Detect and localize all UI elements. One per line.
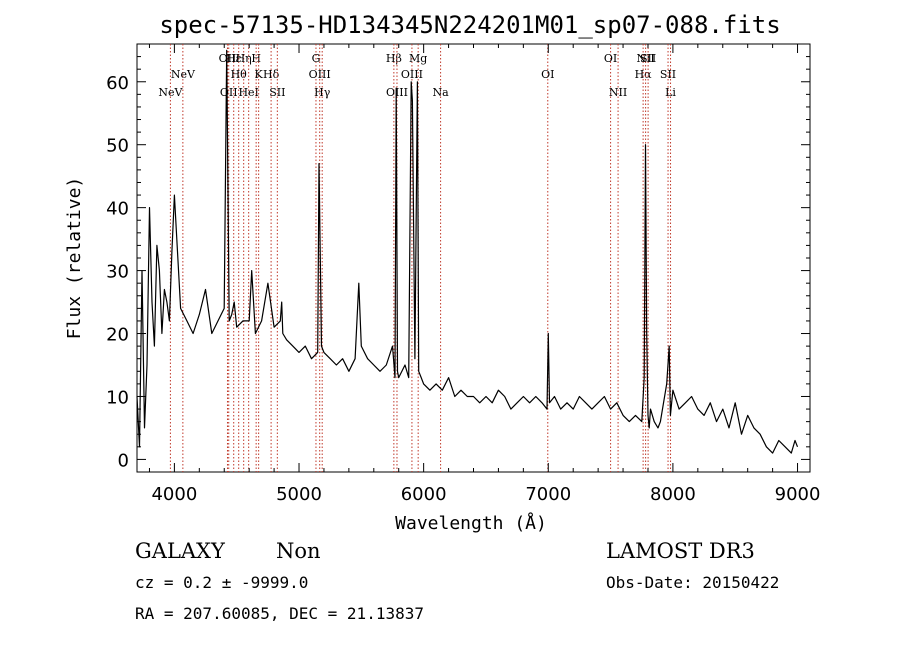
annotation-label: OII	[220, 86, 238, 99]
annotation-label: Na	[433, 86, 450, 99]
annotation-label: Hβ	[386, 52, 402, 65]
annotation-label: NII	[636, 52, 654, 65]
annotation-label: HeI	[238, 86, 258, 99]
coords-line: RA = 207.60085, DEC = 21.13837	[135, 604, 424, 623]
x-tick-label: 7000	[525, 484, 571, 505]
annotation-label: OI	[604, 52, 617, 65]
y-tick-label: 40	[106, 199, 129, 220]
y-axis: 0 10 20 30 40 50 60	[106, 56, 810, 471]
annotation-label: Hε	[226, 52, 242, 65]
annotation-label: NeV	[158, 86, 183, 99]
chart-title: spec-57135-HD134345N224201M01_sp07-088.f…	[159, 11, 780, 39]
annotation-label: SII	[640, 52, 656, 65]
y-tick-label: 10	[106, 387, 129, 408]
annotation-label: NII	[609, 86, 627, 99]
y-tick-label: 30	[106, 262, 129, 283]
annotation-label: OIII	[309, 68, 331, 81]
annotation-label: OII	[219, 52, 237, 65]
y-tick-label: 50	[106, 136, 129, 157]
annotation-label: G	[312, 52, 321, 65]
obs-date-line: Obs-Date: 20150422	[606, 573, 779, 592]
x-tick-label: 6000	[401, 484, 447, 505]
spectrum-line	[136, 49, 799, 454]
x-tick-label: 5000	[276, 484, 322, 505]
y-tick-label: 0	[118, 450, 129, 471]
annotation-label: Mg	[409, 52, 427, 65]
class-label: GALAXY	[135, 539, 226, 563]
annotation-label: NeV	[171, 68, 196, 81]
redshift-line: cz = 0.2 ± -9999.0	[135, 573, 308, 592]
annotation-label: Hδ	[263, 68, 280, 81]
annotation-label: Hγ	[314, 86, 331, 99]
annotation-label: Hα	[635, 68, 653, 81]
y-tick-label: 20	[106, 325, 129, 346]
annotation-label: Li	[665, 86, 676, 99]
survey-label: LAMOST DR3	[606, 539, 755, 563]
x-tick-label: 9000	[775, 484, 821, 505]
annotation-label: Hη	[236, 52, 252, 65]
y-tick-label: 60	[106, 73, 129, 94]
annotation-label: K	[255, 68, 264, 81]
annotation-label: SII	[269, 86, 285, 99]
x-axis: 4000 5000 6000 7000 8000 9000	[148, 44, 821, 505]
x-axis-label: Wavelength (Å)	[395, 512, 547, 534]
annotation-label: H	[251, 52, 261, 65]
annotation-label: SII	[660, 68, 676, 81]
plot-frame	[136, 43, 811, 473]
annotation-label: OIII	[401, 68, 423, 81]
x-tick-label: 4000	[151, 484, 197, 505]
annotation-label: Hθ	[231, 68, 248, 81]
annotation-label: OIII	[386, 86, 408, 99]
subclass-label: Non	[276, 539, 321, 563]
spectrum-series	[136, 49, 799, 454]
y-axis-label: Flux (relative)	[64, 177, 85, 340]
x-tick-label: 8000	[650, 484, 696, 505]
annotation-label: OI	[541, 68, 554, 81]
